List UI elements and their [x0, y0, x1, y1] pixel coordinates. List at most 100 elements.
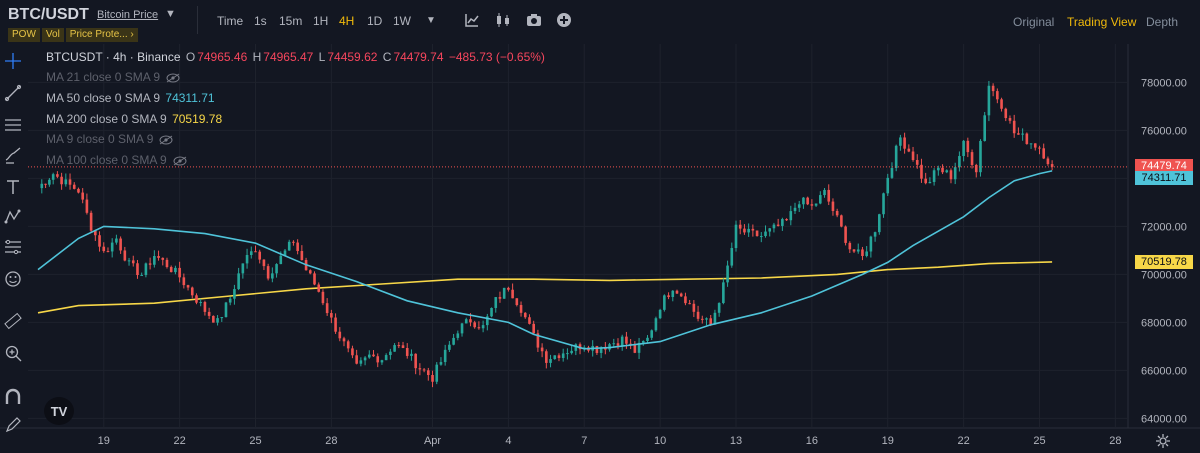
magnet-icon[interactable] — [2, 386, 24, 408]
view-trading-view[interactable]: Trading View — [1067, 15, 1137, 29]
candle-body — [679, 293, 683, 297]
candle-body — [1008, 118, 1012, 121]
x-tick-label: 22 — [957, 435, 969, 447]
camera-icon[interactable] — [526, 12, 542, 28]
ma50-row[interactable]: MA 50 close 0 SMA 9 74311.71 — [46, 91, 215, 105]
candle-body — [1050, 164, 1054, 167]
candle-body — [77, 188, 80, 193]
candle-body — [367, 354, 371, 358]
emoji-icon[interactable] — [2, 268, 24, 290]
candle-body — [51, 174, 55, 180]
candle-body — [40, 183, 44, 189]
candle-body — [448, 344, 451, 350]
candle-body — [899, 137, 902, 146]
x-tick-label: 22 — [173, 435, 185, 447]
view-original[interactable]: Original — [1013, 15, 1055, 29]
candle-body — [953, 167, 957, 180]
hidden-eye-icon[interactable] — [159, 135, 173, 145]
text-icon[interactable] — [2, 176, 24, 198]
candle-body — [233, 289, 236, 299]
settings-icon[interactable] — [1155, 433, 1171, 449]
candle-body — [452, 337, 455, 345]
view-depth[interactable]: Depth — [1146, 15, 1179, 29]
candle-body — [625, 336, 628, 344]
indicator-icon[interactable] — [464, 12, 480, 28]
candle-body — [486, 316, 489, 326]
candle-body — [633, 344, 637, 353]
tag-pow[interactable]: POW — [8, 28, 40, 42]
candle-body — [987, 85, 991, 116]
tf-1h[interactable]: 1H — [313, 14, 329, 28]
candle-body — [1004, 108, 1008, 119]
ma50-price-tag: 74311.71 — [1135, 170, 1193, 185]
candle-body — [903, 137, 906, 149]
candle-body — [671, 290, 675, 298]
chevron-down-icon[interactable]: ▼ — [165, 8, 176, 20]
tf-15m[interactable]: 15m — [279, 14, 303, 28]
x-tick-label: 28 — [1109, 435, 1121, 447]
candles-icon[interactable] — [495, 12, 511, 28]
candle-body — [110, 242, 114, 252]
candle-body — [401, 345, 405, 349]
candle-body — [937, 167, 940, 171]
ma200-row[interactable]: MA 200 close 0 SMA 9 70519.78 — [46, 112, 223, 126]
add-icon[interactable] — [556, 12, 572, 28]
tag-vol[interactable]: Vol — [41, 28, 64, 42]
candle-body — [911, 151, 915, 160]
pattern-icon[interactable] — [2, 206, 24, 228]
zoom-icon[interactable] — [2, 342, 24, 364]
x-tick-label: 19 — [98, 435, 110, 447]
brush-icon[interactable] — [2, 144, 24, 166]
ma9-row[interactable]: MA 9 close 0 SMA 9 — [46, 132, 173, 146]
candle-body — [688, 303, 691, 305]
y-axis: 64000.00 66000.00 68000.00 70000.00 72000.00… — [1141, 77, 1187, 425]
candle-body — [131, 260, 135, 264]
candle-body — [237, 273, 240, 290]
candle-body — [667, 295, 670, 298]
candle-body — [372, 354, 375, 357]
trendline-icon[interactable] — [2, 82, 24, 104]
fib-icon[interactable] — [2, 114, 24, 136]
candle-body — [102, 246, 106, 252]
candle-body — [266, 266, 270, 279]
crosshair-icon[interactable] — [2, 50, 24, 72]
ma100-row[interactable]: MA 100 close 0 SMA 9 — [46, 153, 187, 167]
candle-body — [713, 312, 717, 325]
candle-body — [654, 318, 658, 331]
candle-body — [64, 179, 68, 185]
more-timeframes-chevron-icon[interactable]: ▼ — [426, 15, 436, 26]
candle-body — [532, 323, 535, 334]
hidden-eye-icon[interactable] — [166, 73, 180, 83]
candle-body — [844, 226, 847, 243]
candle-body — [764, 231, 767, 237]
candle-body — [443, 349, 447, 363]
y-tick-label: 78000.00 — [1141, 77, 1187, 89]
tf-1w[interactable]: 1W — [393, 14, 411, 28]
tf-4h[interactable]: 4H — [339, 14, 355, 28]
tf-time[interactable]: Time — [217, 14, 244, 28]
candle-body — [743, 228, 746, 233]
candle-body — [174, 267, 177, 273]
tf-1s[interactable]: 1s — [254, 14, 267, 28]
candle-body — [351, 348, 354, 356]
x-tick-label: 25 — [249, 435, 261, 447]
ma50-value: 74311.71 — [165, 91, 215, 105]
ruler-icon[interactable] — [2, 310, 24, 332]
hidden-eye-icon[interactable] — [173, 156, 187, 166]
tradingview-logo[interactable]: TV — [44, 397, 74, 425]
pair-title[interactable]: BTC/USDT — [8, 6, 89, 23]
candle-body — [56, 174, 59, 177]
pencil-lock-icon[interactable] — [2, 414, 24, 436]
price-type-select[interactable]: Bitcoin Price — [97, 9, 159, 21]
candle-body — [127, 260, 131, 262]
candle-body — [814, 203, 818, 206]
ma21-row[interactable]: MA 21 close 0 SMA 9 — [46, 70, 180, 84]
ma50-line — [37, 170, 1053, 350]
candle-body — [81, 192, 84, 200]
candle-body — [797, 204, 801, 208]
tag-price-protect[interactable]: Price Prote... › — [65, 28, 138, 42]
top-bar: BTC/USDT Bitcoin Price ▼ POW Vol Price Pro… — [0, 0, 1200, 42]
projection-icon[interactable] — [2, 236, 24, 258]
tf-1d[interactable]: 1D — [367, 14, 383, 28]
